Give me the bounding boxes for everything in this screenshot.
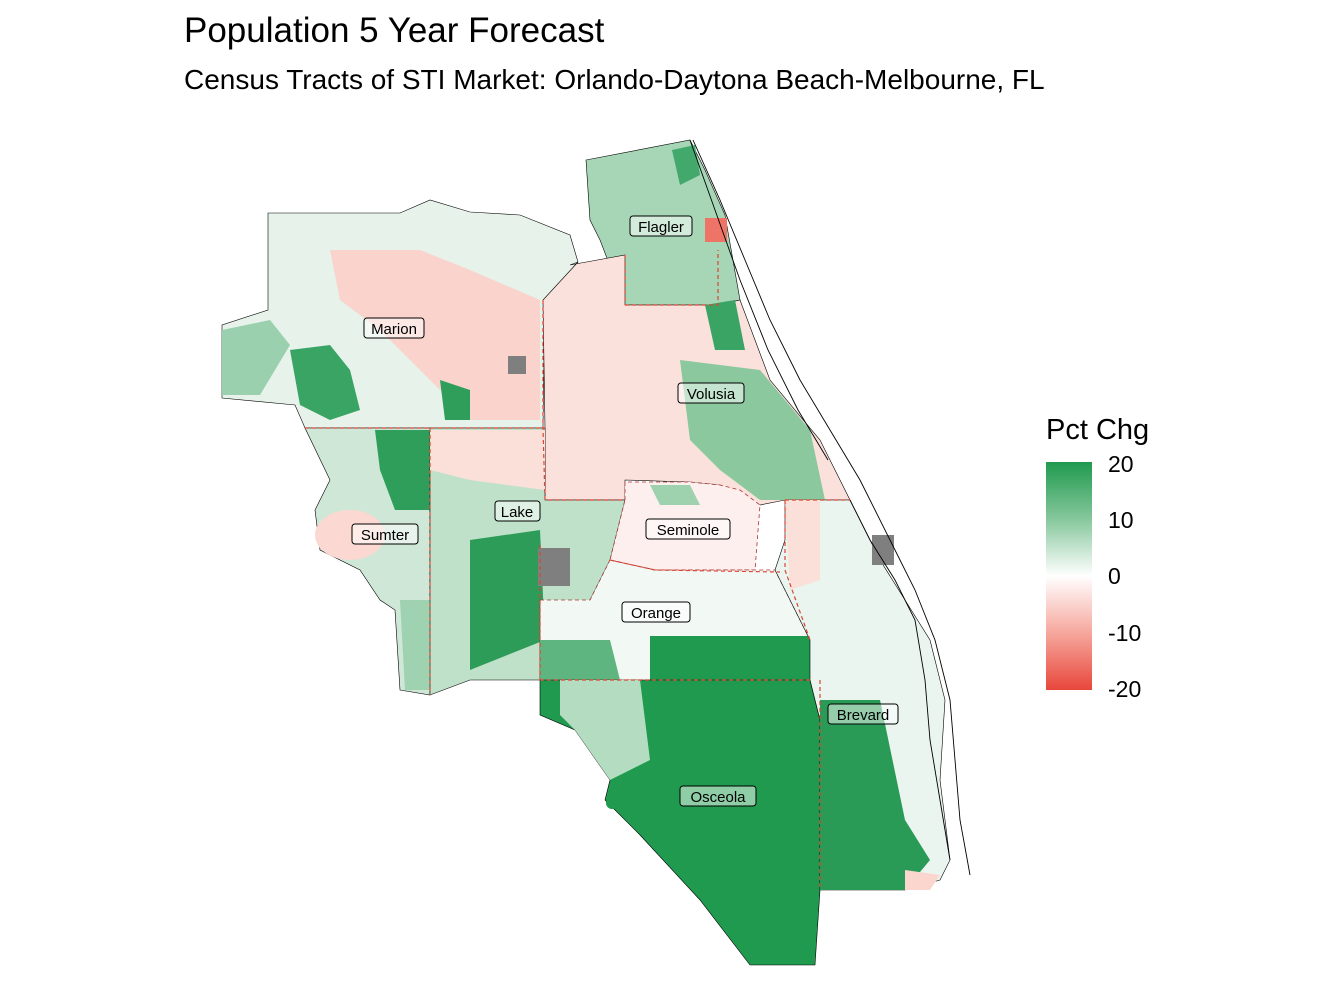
legend-label-neg20: -20 — [1108, 676, 1142, 702]
county-label-seminole: Seminole — [645, 518, 731, 540]
county-boundaries — [305, 250, 850, 890]
legend-tick-0 — [1092, 576, 1100, 577]
county-label-orange: Orange — [621, 601, 691, 623]
sumter-tract-growth — [375, 430, 430, 510]
legend-title: Pct Chg — [1046, 414, 1150, 446]
orange-tract-growth — [650, 636, 810, 680]
lake-tract-missing — [538, 548, 570, 586]
osceola-tract-detached — [606, 797, 618, 809]
brevard-tract-decline — [785, 500, 820, 590]
marion-tract-growth-east — [440, 380, 470, 420]
brevard-tract-growth — [820, 700, 930, 890]
volusia-tract-growth-north — [705, 300, 745, 350]
svg-text:Flagler: Flagler — [638, 219, 684, 236]
flagler-tract-growth — [672, 145, 700, 185]
seminole-tract-growth — [650, 485, 700, 505]
marion-tract-growth — [290, 345, 360, 420]
county-label-marion: Marion — [363, 317, 425, 339]
svg-text:Volusia: Volusia — [687, 386, 736, 403]
county-label-brevard: Brevard — [827, 703, 899, 725]
svg-text:Osceola: Osceola — [690, 789, 746, 806]
legend-color-bar — [1046, 462, 1092, 690]
map-title: Population 5 Year Forecast — [184, 11, 605, 50]
svg-text:Orange: Orange — [631, 605, 681, 622]
brevard-tract-missing — [872, 535, 894, 565]
sumter-tract-growth-south — [400, 600, 430, 690]
coastline — [689, 139, 971, 876]
lake-tract-decline — [430, 430, 545, 490]
marion-tract-decline — [330, 250, 540, 420]
svg-text:Sumter: Sumter — [361, 527, 409, 544]
lake-tract-growth — [470, 530, 545, 670]
legend-tick-neg10 — [1092, 633, 1100, 634]
osceola-tract-mixed — [560, 680, 650, 780]
county-label-flagler: Flagler — [629, 215, 693, 237]
orange-tract-growth-west — [540, 640, 620, 680]
svg-text:Brevard: Brevard — [837, 707, 890, 724]
marion-tract-growth-west — [222, 320, 290, 395]
brevard-tract-decline-south — [905, 870, 940, 890]
legend-tick-20 — [1092, 464, 1100, 465]
county-label-lake: Lake — [494, 500, 541, 522]
marion-tract-missing — [508, 356, 526, 374]
legend-tick-neg20 — [1092, 689, 1100, 690]
svg-text:Marion: Marion — [371, 321, 417, 338]
legend-label-10: 10 — [1108, 507, 1134, 533]
svg-text:Seminole: Seminole — [657, 522, 720, 539]
legend-label-0: 0 — [1108, 563, 1121, 589]
county-label-sumter: Sumter — [351, 523, 419, 545]
legend-tick-10 — [1092, 520, 1100, 521]
map-subtitle: Census Tracts of STI Market: Orlando-Day… — [184, 64, 1045, 95]
svg-text:Lake: Lake — [501, 504, 534, 521]
sumter-tract-decline — [315, 510, 385, 560]
county-label-osceola: Osceola — [679, 785, 757, 807]
county-label-volusia: Volusia — [677, 382, 745, 404]
flagler-tract-decline — [705, 218, 727, 242]
legend-label-neg10: -10 — [1108, 620, 1142, 646]
legend-label-20: 20 — [1108, 451, 1134, 477]
